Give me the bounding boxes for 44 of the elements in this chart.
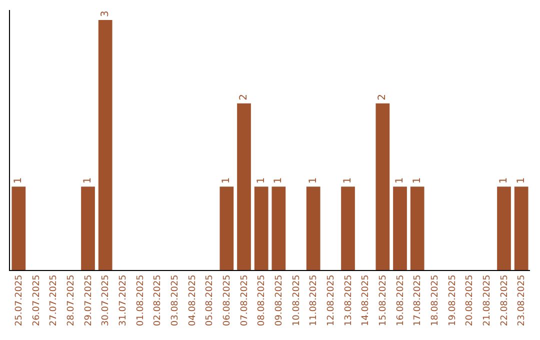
x-tick-label: 21.08.2025 [482, 274, 493, 326]
x-tick-label: 28.07.2025 [66, 274, 77, 326]
x-tick-label: 16.08.2025 [396, 274, 406, 326]
x-tick-label: 04.08.2025 [188, 274, 198, 326]
data-label: 1 [516, 177, 527, 184]
x-tick-label: 11.08.2025 [309, 274, 320, 326]
x-tick-label: 15.08.2025 [378, 274, 389, 326]
data-label: 1 [412, 177, 423, 184]
data-label: 1 [256, 177, 267, 184]
x-tick-label: 30.07.2025 [101, 274, 112, 326]
x-tick-label: 19.08.2025 [448, 274, 458, 326]
x-tick-label: 22.08.2025 [500, 274, 510, 326]
x-tick-label: 09.08.2025 [274, 274, 285, 326]
data-label: 1 [342, 177, 354, 184]
x-tick-label: 03.08.2025 [170, 274, 181, 326]
x-tick-label: 17.08.2025 [413, 274, 424, 326]
data-label: 1 [498, 177, 510, 184]
x-tick-label: 29.07.2025 [84, 274, 94, 326]
x-tick-label: 23.08.2025 [517, 274, 528, 326]
x-tick-label: 05.08.2025 [205, 274, 216, 326]
x-tick-label: 14.08.2025 [361, 274, 372, 326]
x-tick-label: 18.08.2025 [430, 274, 441, 326]
data-label: 1 [394, 177, 406, 184]
x-tick-label: 07.08.2025 [240, 274, 250, 326]
x-tick-label: 01.08.2025 [136, 274, 146, 326]
x-tick-label: 10.08.2025 [292, 274, 302, 326]
x-tick-label: 20.08.2025 [465, 274, 476, 326]
x-tick-label: 31.07.2025 [118, 274, 129, 326]
x-tick-label: 08.08.2025 [257, 274, 268, 326]
x-tick-label: 25.07.2025 [14, 274, 25, 326]
x-tick-label: 27.07.2025 [49, 274, 60, 326]
data-label: 2 [238, 94, 250, 100]
data-label: 1 [273, 177, 284, 184]
data-label: 2 [377, 94, 388, 100]
x-tick-label: 02.08.2025 [153, 274, 164, 326]
x-tick-label: 12.08.2025 [326, 274, 337, 326]
data-label: 3 [100, 10, 111, 17]
x-tick-label: 13.08.2025 [344, 274, 354, 326]
data-label: 1 [82, 177, 94, 184]
x-tick-label: 06.08.2025 [222, 274, 233, 326]
data-label: 1 [308, 177, 319, 184]
data-label: 1 [221, 177, 232, 184]
data-label: 1 [13, 177, 24, 184]
x-tick-label: 26.07.2025 [32, 274, 42, 326]
